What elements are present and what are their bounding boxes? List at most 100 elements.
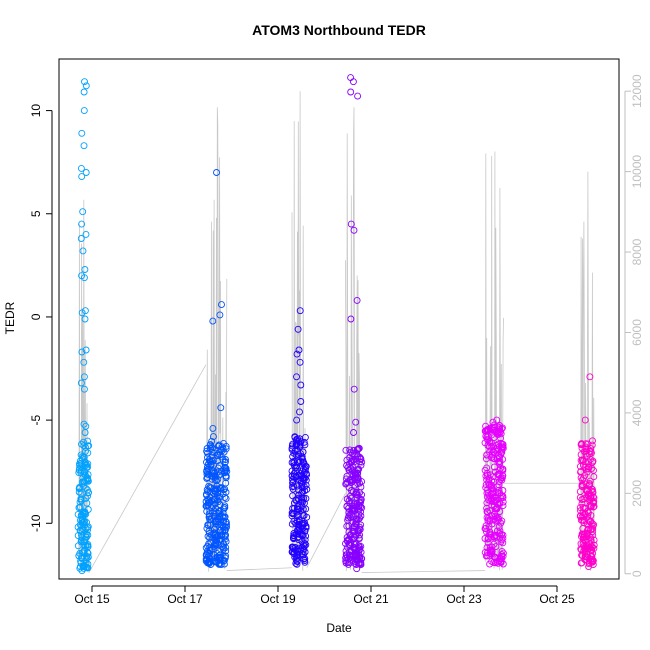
data-point <box>211 532 219 539</box>
data-point <box>352 540 360 548</box>
data-point <box>353 296 361 304</box>
data-point <box>347 315 355 323</box>
data-point <box>78 348 86 356</box>
data-point <box>483 508 491 516</box>
data-point <box>581 510 589 517</box>
data-point <box>353 450 361 458</box>
data-point <box>212 509 220 517</box>
data-point <box>495 481 503 489</box>
data-point <box>288 520 296 528</box>
secondary-line-connector <box>306 493 346 568</box>
data-point <box>346 492 354 500</box>
y2-tick-label: 10000 <box>630 155 644 189</box>
data-point <box>78 220 86 228</box>
data-point <box>208 468 216 476</box>
data-point <box>491 493 499 501</box>
data-point <box>496 425 504 433</box>
data-point <box>217 485 225 492</box>
data-point <box>77 164 85 172</box>
scatter-points <box>74 74 598 575</box>
data-point <box>220 560 228 568</box>
data-point <box>494 516 502 524</box>
data-point <box>588 464 596 472</box>
data-point <box>349 504 357 512</box>
data-point <box>204 499 212 507</box>
data-point <box>496 527 504 535</box>
data-point <box>223 523 231 531</box>
data-point <box>295 346 303 354</box>
data-point <box>218 301 225 309</box>
data-point <box>352 551 359 559</box>
data-point <box>204 460 212 468</box>
data-point <box>208 444 216 452</box>
data-point <box>204 532 212 540</box>
data-point <box>82 230 90 238</box>
data-point <box>80 442 88 450</box>
data-point <box>584 463 592 471</box>
data-point <box>353 565 361 573</box>
data-point <box>484 427 492 435</box>
data-point <box>590 536 598 544</box>
data-point <box>347 88 355 96</box>
data-point <box>79 208 87 216</box>
data-point <box>80 373 88 381</box>
y2-tick-label: 12000 <box>630 74 644 108</box>
data-point <box>495 470 503 478</box>
data-point <box>205 527 213 535</box>
data-point <box>293 437 301 445</box>
data-point <box>222 547 230 555</box>
data-point <box>497 557 505 565</box>
data-point <box>489 418 497 426</box>
data-point <box>215 471 223 479</box>
data-point <box>290 499 298 507</box>
data-point <box>214 516 222 523</box>
data-point <box>81 471 89 479</box>
data-point <box>221 535 229 543</box>
data-point <box>356 479 363 487</box>
data-point <box>492 531 500 539</box>
data-point <box>221 502 229 510</box>
data-point <box>217 404 225 412</box>
data-point <box>585 563 593 571</box>
data-point <box>82 169 90 176</box>
data-point <box>296 358 304 366</box>
data-point <box>205 510 213 518</box>
data-point <box>297 546 305 554</box>
data-point <box>352 472 360 480</box>
data-point <box>221 493 229 501</box>
data-point <box>342 547 350 555</box>
data-point <box>584 440 592 448</box>
data-point <box>76 563 84 571</box>
data-point <box>499 487 507 494</box>
data-point <box>81 266 89 273</box>
data-point <box>80 420 88 428</box>
data-point <box>84 553 92 561</box>
data-point <box>585 458 593 466</box>
data-point <box>216 311 224 319</box>
data-point <box>492 543 500 551</box>
data-point <box>206 550 214 557</box>
data-point <box>578 476 586 484</box>
y2-tick-label: 8000 <box>630 238 644 265</box>
data-point <box>354 476 362 484</box>
data-point <box>350 527 358 535</box>
data-point <box>295 496 303 504</box>
data-point <box>290 459 298 467</box>
data-point <box>221 467 229 475</box>
data-point <box>300 483 308 491</box>
data-point <box>352 418 360 426</box>
data-point <box>212 539 220 547</box>
data-point <box>76 483 83 491</box>
x-tick-label: Oct 15 <box>74 592 110 606</box>
data-point <box>358 491 366 499</box>
data-point <box>209 433 217 441</box>
data-point <box>298 496 306 504</box>
data-point <box>203 445 211 452</box>
data-point <box>586 373 594 381</box>
data-point <box>495 523 503 531</box>
data-point <box>483 451 491 459</box>
data-point <box>213 485 221 493</box>
data-point <box>74 532 82 540</box>
data-point <box>579 481 587 489</box>
data-point <box>206 546 214 554</box>
